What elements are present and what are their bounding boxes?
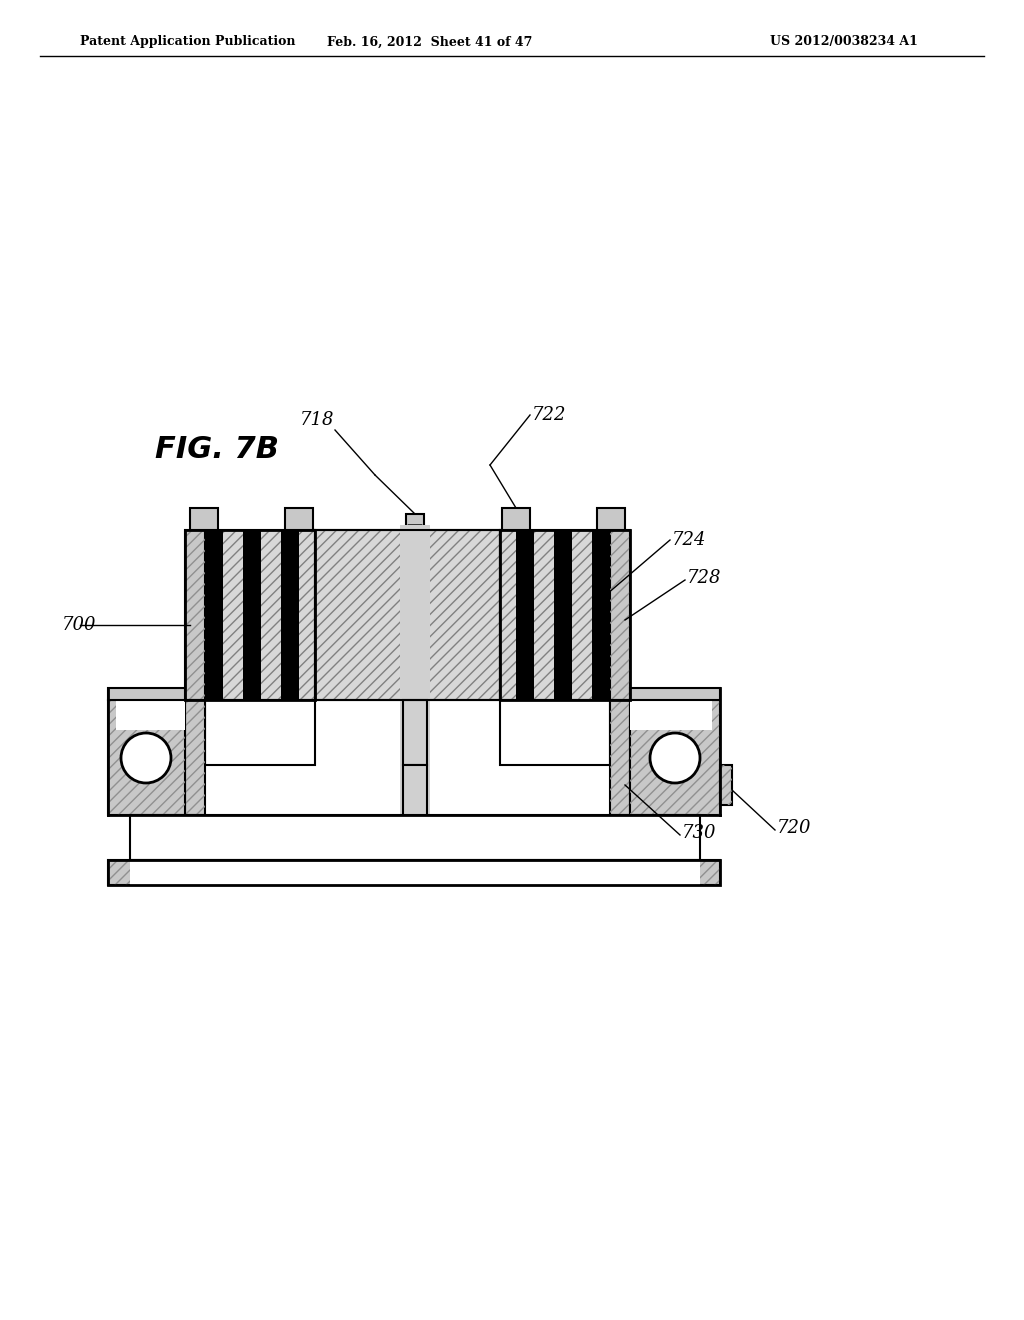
Bar xyxy=(597,508,625,531)
Bar xyxy=(185,531,205,700)
Bar xyxy=(720,766,732,805)
Bar xyxy=(315,531,500,700)
Bar xyxy=(130,814,700,861)
Bar xyxy=(610,531,630,700)
Bar xyxy=(630,700,720,814)
Bar xyxy=(403,766,427,861)
Bar xyxy=(205,531,315,700)
Text: 724: 724 xyxy=(672,531,707,549)
Bar xyxy=(185,531,315,700)
Bar xyxy=(610,531,630,700)
Text: 722: 722 xyxy=(532,407,566,424)
Bar xyxy=(400,525,430,861)
Bar xyxy=(205,700,315,766)
Bar xyxy=(185,700,205,814)
Bar xyxy=(630,700,720,814)
Bar xyxy=(500,531,610,700)
Bar xyxy=(108,861,720,884)
Text: FIG. 7B: FIG. 7B xyxy=(155,436,279,465)
Bar xyxy=(130,861,700,884)
Bar xyxy=(185,531,205,700)
Bar xyxy=(108,700,185,814)
Bar xyxy=(281,531,299,700)
Bar xyxy=(592,531,610,700)
Bar xyxy=(108,688,185,700)
Bar xyxy=(630,688,720,700)
Bar xyxy=(108,861,720,884)
Text: 720: 720 xyxy=(777,818,811,837)
Bar xyxy=(630,700,712,730)
Text: US 2012/0038234 A1: US 2012/0038234 A1 xyxy=(770,36,918,49)
Bar xyxy=(500,531,610,700)
Bar xyxy=(720,766,732,805)
Bar xyxy=(205,531,223,700)
Bar xyxy=(403,700,427,766)
Bar xyxy=(406,513,424,531)
Text: 700: 700 xyxy=(62,616,96,634)
Text: Patent Application Publication: Patent Application Publication xyxy=(80,36,296,49)
Bar xyxy=(500,531,630,700)
Bar xyxy=(315,531,500,700)
Bar xyxy=(108,700,185,814)
Bar xyxy=(502,508,530,531)
Bar xyxy=(185,700,205,814)
Bar xyxy=(285,508,313,531)
Bar xyxy=(500,700,610,766)
Bar xyxy=(205,531,315,700)
Bar xyxy=(610,700,630,814)
Circle shape xyxy=(650,733,700,783)
Bar xyxy=(108,861,720,884)
Text: 718: 718 xyxy=(300,411,335,429)
Text: 728: 728 xyxy=(687,569,722,587)
Circle shape xyxy=(121,733,171,783)
Text: Feb. 16, 2012  Sheet 41 of 47: Feb. 16, 2012 Sheet 41 of 47 xyxy=(328,36,532,49)
Bar xyxy=(315,531,500,700)
Bar xyxy=(610,700,630,814)
Bar xyxy=(116,700,185,730)
Polygon shape xyxy=(406,525,425,700)
Bar xyxy=(243,531,261,700)
Bar xyxy=(516,531,534,700)
Text: 730: 730 xyxy=(682,824,717,842)
Bar xyxy=(190,508,218,531)
Bar xyxy=(554,531,572,700)
